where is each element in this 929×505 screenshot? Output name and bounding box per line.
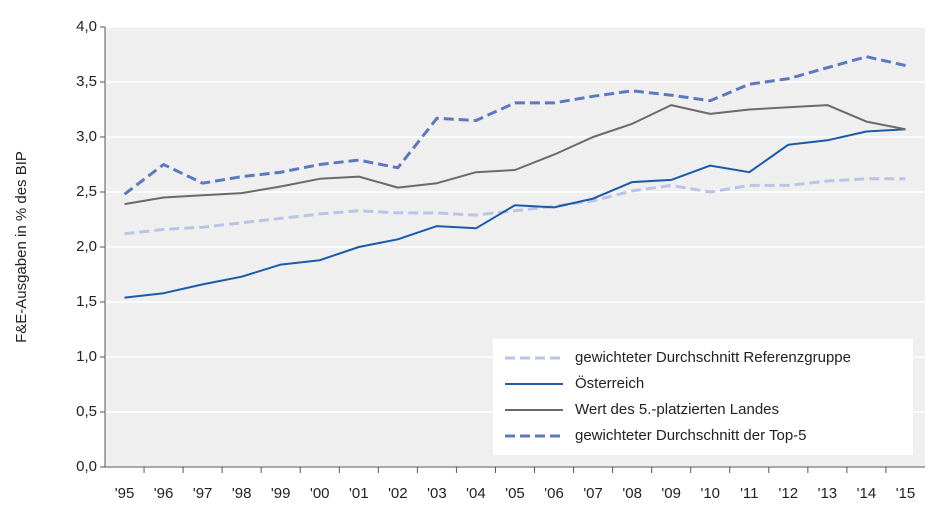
y-tick-label: 3,0: [76, 128, 97, 145]
y-tick-label: 2,5: [76, 183, 97, 200]
x-tick-label: '02: [388, 485, 408, 502]
legend-box: [493, 339, 913, 455]
x-tick-label: '97: [193, 485, 213, 502]
legend-label: gewichteter Durchschnitt Referenzgruppe: [575, 349, 851, 366]
legend-label: gewichteter Durchschnitt der Top-5: [575, 427, 807, 444]
legend-label: Wert des 5.-platzierten Landes: [575, 401, 779, 418]
x-tick-label: '06: [544, 485, 564, 502]
x-tick-label: '13: [818, 485, 838, 502]
y-tick-label: 1,5: [76, 293, 97, 310]
x-tick-label: '11: [740, 485, 758, 502]
x-tick-label: '12: [779, 485, 799, 502]
y-tick-label: 3,5: [76, 73, 97, 90]
series-line: [124, 128, 906, 299]
x-tick-label: '96: [154, 485, 174, 502]
x-tick-label: '04: [466, 485, 486, 502]
y-tick-label: 1,0: [76, 348, 97, 365]
x-tick-label: '01: [349, 485, 369, 502]
x-tick-label: '05: [505, 485, 525, 502]
x-tick-label: '09: [661, 485, 681, 502]
series-line: [124, 104, 906, 206]
x-tick-label: '10: [700, 485, 720, 502]
x-tick-label: '03: [427, 485, 447, 502]
y-tick-label: 0,0: [76, 458, 97, 475]
x-tick-label: '08: [622, 485, 642, 502]
y-tick-label: 0,5: [76, 403, 97, 420]
y-tick-label: 2,0: [76, 238, 97, 255]
legend-label: Österreich: [575, 374, 644, 392]
x-tick-label: '14: [857, 485, 877, 502]
x-tick-label: '07: [583, 485, 603, 502]
y-tick-label: 4,0: [76, 18, 97, 35]
x-tick-label: '00: [310, 485, 330, 502]
series-line: [123, 55, 906, 196]
x-tick-label: '15: [896, 485, 916, 502]
x-tick-label: '98: [232, 485, 252, 502]
y-axis-label: F&E-Ausgaben in % des BIP: [13, 151, 30, 343]
x-tick-label: '99: [271, 485, 291, 502]
series-line: [124, 177, 906, 236]
x-tick-label: '95: [115, 485, 135, 502]
